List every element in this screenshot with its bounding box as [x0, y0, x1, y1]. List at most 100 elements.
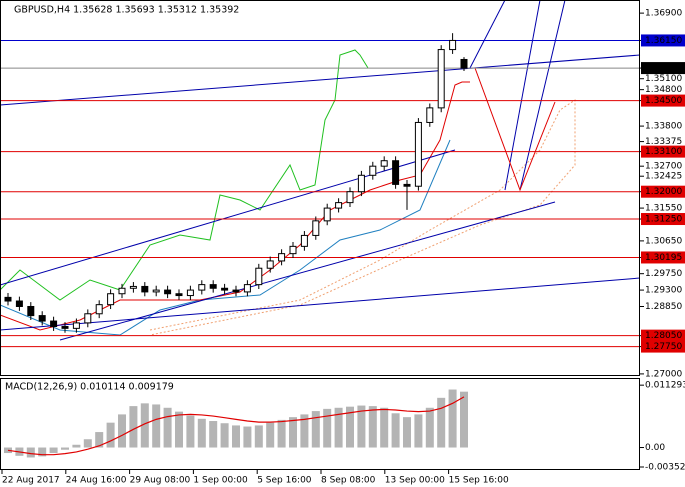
macd-bar	[346, 406, 354, 448]
candle-body	[61, 326, 69, 329]
x-tick-label: 1 Sep 00:00	[193, 476, 248, 486]
y-tick-label: 1.28850	[645, 302, 682, 312]
macd-bar	[448, 389, 457, 448]
macd-bar	[414, 414, 423, 448]
macd-bar	[380, 407, 389, 448]
macd-bar	[403, 417, 411, 448]
macd-bar	[95, 432, 104, 448]
candle-body	[460, 58, 468, 69]
x-tick-label: 15 Sep 16:00	[449, 476, 509, 486]
candle-body	[243, 284, 251, 293]
macd-bar	[391, 413, 400, 448]
candle-body	[27, 305, 35, 317]
y-tick-label: 1.29750	[645, 269, 682, 279]
candle-body	[152, 289, 160, 293]
macd-bar	[163, 407, 172, 448]
y-tick-label: 1.27000	[645, 369, 682, 379]
price-label-box	[641, 145, 685, 158]
price-label-box	[641, 62, 685, 75]
price-label-box	[641, 340, 685, 353]
macd-bar	[186, 415, 195, 448]
y-tick-label: 1.33100	[645, 147, 682, 157]
y-tick-label: 1.27750	[645, 342, 682, 352]
candle-body	[312, 220, 320, 236]
candle-body	[186, 289, 194, 297]
y-tick-label: 1.32000	[645, 187, 682, 197]
macd-bar	[197, 418, 206, 448]
candle-body	[72, 322, 80, 329]
macd-bar	[437, 397, 446, 448]
macd-bar	[209, 421, 218, 448]
price-frame	[0, 0, 640, 376]
trend-line	[59, 201, 556, 341]
y-tick-label: 1.30195	[645, 253, 682, 263]
candle-body	[15, 300, 23, 307]
candle-body	[255, 267, 263, 286]
y-tick-label: 1.34500	[645, 96, 682, 106]
macd-bar	[254, 425, 263, 448]
signal-line	[7, 396, 465, 456]
candle-body	[278, 253, 286, 262]
candle-body	[232, 289, 240, 293]
macd-bar	[323, 408, 332, 448]
macd-bar	[368, 406, 377, 448]
macd-bar	[334, 407, 343, 448]
y-tick-label: 1.35392	[645, 64, 682, 74]
macd-bar	[4, 447, 12, 454]
trend-line	[0, 277, 641, 331]
moving-average	[0, 81, 470, 331]
macd-bar	[232, 425, 240, 448]
candle-body	[380, 160, 388, 167]
price-label-box	[641, 94, 685, 107]
candle-body	[357, 174, 365, 193]
macd-bar	[140, 403, 149, 448]
candle-body	[4, 296, 12, 302]
x-tick-label: 29 Aug 08:00	[130, 476, 191, 486]
candle-body	[164, 289, 172, 295]
macd-frame	[0, 378, 640, 470]
candle-body	[141, 285, 149, 293]
trend-line	[519, 0, 566, 191]
x-tick-label: 13 Sep 00:00	[385, 476, 445, 486]
x-tick-label: 5 Sep 16:00	[257, 476, 312, 486]
y-tick-label: 0.00	[645, 443, 665, 453]
candle-body	[289, 245, 297, 255]
y-tick-label: 1.31250	[645, 215, 682, 225]
bollinger-upper	[0, 49, 369, 301]
x-tick-label: 22 Aug 2017	[2, 476, 60, 486]
trend-line	[0, 54, 641, 106]
macd-bar	[311, 411, 320, 448]
macd-bar	[243, 426, 252, 448]
candle-body	[369, 165, 377, 176]
price-label-box	[641, 213, 685, 226]
symbol-header: GBPUSD,H4 1.35628 1.35693 1.35312 1.3539…	[14, 5, 239, 16]
candle-body	[392, 160, 400, 185]
candle-body	[300, 234, 308, 247]
y-tick-label: 1.33800	[645, 122, 682, 132]
macd-bar	[357, 405, 366, 448]
candle-body	[346, 191, 354, 204]
y-tick-label: 1.29300	[645, 286, 682, 296]
price-label-box	[641, 251, 685, 264]
candle-body	[426, 107, 434, 123]
y-tick-label: 1.36900	[645, 9, 682, 19]
macd-bar	[129, 406, 138, 448]
macd-panel: 0.011293 0.00 -0.003527	[4, 381, 685, 473]
price-label-box	[641, 185, 685, 198]
candle-body	[175, 293, 183, 297]
trend-line	[469, 0, 506, 69]
macd-bar	[277, 419, 286, 448]
macd-bar	[49, 447, 58, 454]
y-tick-label: 1.30650	[645, 236, 682, 246]
macd-bar	[72, 444, 81, 448]
macd-bar	[220, 423, 229, 448]
candle-body	[107, 293, 115, 306]
y-tick-label: 1.31550	[645, 204, 682, 214]
candle-body	[221, 287, 229, 291]
projection	[474, 67, 556, 192]
candle-body	[266, 260, 274, 269]
price-label-box	[641, 329, 685, 342]
macd-bar	[152, 404, 161, 448]
candle-body	[323, 207, 331, 222]
